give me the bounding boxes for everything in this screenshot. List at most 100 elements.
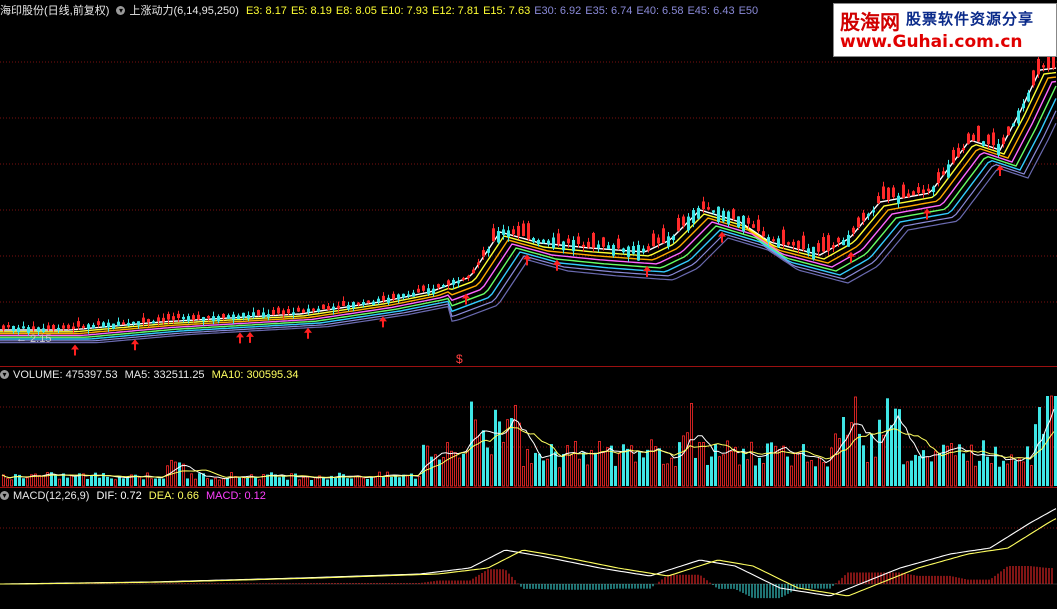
volume-bar xyxy=(494,409,497,486)
volume-bar xyxy=(550,444,553,486)
volume-bar xyxy=(746,459,749,487)
up-arrow-icon[interactable] xyxy=(523,254,531,266)
volume-settings-icon[interactable]: ▾ xyxy=(0,370,9,379)
indicator-name[interactable]: 上涨动力(6,14,95,250) xyxy=(129,5,239,17)
macd-title[interactable]: MACD(12,26,9) xyxy=(13,490,90,502)
candle-body xyxy=(1052,53,1055,69)
volume-bar xyxy=(1034,424,1037,486)
volume-bar xyxy=(6,478,9,487)
candle-body xyxy=(357,302,360,305)
candle-body xyxy=(237,315,240,320)
volume-bar xyxy=(366,478,369,486)
candle-body xyxy=(777,238,780,248)
volume-bar xyxy=(834,433,837,487)
volume-bar xyxy=(334,477,337,486)
candle-body xyxy=(417,288,420,293)
volume-bar xyxy=(678,442,681,486)
candle-body xyxy=(567,238,570,244)
volume-bar xyxy=(246,477,249,486)
candle-body xyxy=(647,246,650,251)
up-arrow-icon[interactable] xyxy=(236,332,244,344)
up-arrow-icon[interactable] xyxy=(553,259,561,271)
price-chart-canvas[interactable] xyxy=(0,0,1057,366)
candle-body xyxy=(362,301,365,306)
candle-body xyxy=(37,327,40,332)
candle-body xyxy=(767,237,770,242)
candle-body xyxy=(502,229,505,235)
volume-bar xyxy=(314,477,317,487)
volume-bar xyxy=(1002,460,1005,486)
volume-bar xyxy=(586,464,589,487)
up-arrow-icon[interactable] xyxy=(643,266,651,278)
volume-chart-canvas[interactable] xyxy=(0,367,1057,487)
volume-bar xyxy=(94,472,97,486)
macd-settings-icon[interactable]: ▾ xyxy=(0,491,9,500)
candle-body xyxy=(427,288,430,294)
volume-bar xyxy=(446,442,449,487)
volume-bar xyxy=(158,478,161,486)
candle-body xyxy=(307,308,310,313)
candle-body xyxy=(607,245,610,250)
event-marker[interactable]: $ xyxy=(456,352,463,366)
indicator-settings-icon[interactable]: ▾ xyxy=(116,6,126,15)
volume-bar xyxy=(626,448,629,486)
up-arrow-icon[interactable] xyxy=(923,208,931,220)
volume-bar xyxy=(850,422,853,487)
volume-bar xyxy=(62,473,65,486)
volume-bar xyxy=(958,444,961,486)
candle-body xyxy=(132,321,135,324)
candle-body xyxy=(857,217,860,228)
up-arrow-icon[interactable] xyxy=(379,316,387,328)
up-arrow-icon[interactable] xyxy=(71,344,79,356)
candle-body xyxy=(82,325,85,328)
volume-bar xyxy=(194,478,197,487)
macd-value: MACD: 0.12 xyxy=(206,490,266,502)
macd-chart-canvas[interactable] xyxy=(0,488,1057,609)
ma-value: E45: 6.43 xyxy=(687,5,735,17)
price-chart-panel[interactable]: 海印股份(日线,前复权) ▾ 上涨动力(6,14,95,250) E3: 8.17… xyxy=(0,0,1057,366)
up-arrow-icon[interactable] xyxy=(847,251,855,263)
up-arrow-icon[interactable] xyxy=(462,293,470,305)
candle-body xyxy=(597,244,600,249)
volume-bar xyxy=(622,444,625,486)
volume-bar xyxy=(946,445,949,487)
volume-bar xyxy=(862,445,865,486)
panel-divider[interactable] xyxy=(0,487,1057,488)
volume-bar xyxy=(858,433,861,486)
volume-value[interactable]: VOLUME: 475397.53 xyxy=(13,369,118,381)
volume-bar xyxy=(790,465,793,487)
candle-body xyxy=(147,319,150,323)
volume-bar xyxy=(806,461,809,487)
candle-body xyxy=(712,210,715,213)
macd-chart-panel[interactable]: ▾ MACD(12,26,9) DIF: 0.72 DEA: 0.66 MACD:… xyxy=(0,488,1057,609)
up-arrow-icon[interactable] xyxy=(304,327,312,339)
volume-bar xyxy=(506,419,509,487)
volume-bar xyxy=(690,402,693,487)
volume-bar xyxy=(306,476,309,487)
candle-body xyxy=(967,133,970,144)
volume-bar xyxy=(502,441,505,487)
volume-bar xyxy=(570,454,573,487)
up-arrow-icon[interactable] xyxy=(996,165,1004,176)
volume-bar xyxy=(222,478,225,487)
volume-bar xyxy=(674,466,677,487)
volume-bar xyxy=(18,474,21,486)
volume-bar xyxy=(938,452,941,486)
up-arrow-icon[interactable] xyxy=(246,331,254,343)
volume-bar xyxy=(802,444,805,486)
volume-bar xyxy=(402,474,405,486)
candle-body xyxy=(442,284,445,288)
volume-chart-panel[interactable]: ▾ VOLUME: 475397.53 MA5: 332511.25 MA10: … xyxy=(0,367,1057,487)
volume-bar xyxy=(14,474,17,486)
volume-bar xyxy=(270,472,273,486)
volume-bar xyxy=(50,472,53,486)
up-arrow-icon[interactable] xyxy=(131,339,139,351)
up-arrow-icon[interactable] xyxy=(718,231,726,243)
volume-bar xyxy=(510,418,513,486)
candle-body xyxy=(792,241,795,246)
candle-body xyxy=(42,328,45,332)
candle-body xyxy=(862,212,865,221)
panel-divider[interactable] xyxy=(0,366,1057,367)
candle-body xyxy=(847,234,850,247)
volume-bar xyxy=(694,457,697,486)
